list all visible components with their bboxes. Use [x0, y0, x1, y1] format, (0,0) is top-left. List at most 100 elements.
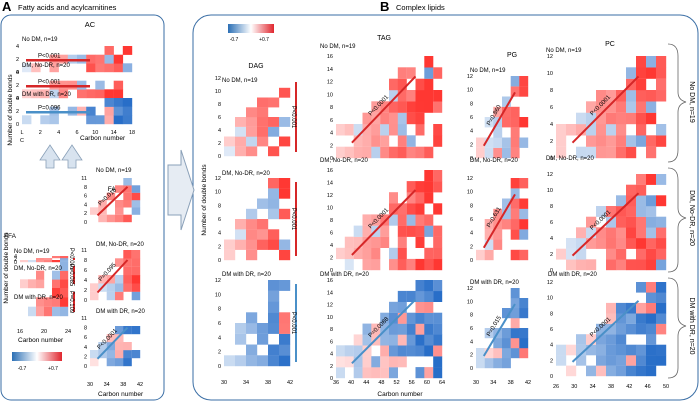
tag-cell	[406, 67, 416, 79]
tag-y-tick: 10	[327, 206, 333, 212]
ac-cell	[31, 89, 41, 99]
tag-y-tick: 14	[327, 181, 333, 187]
legend-a-min: -0.7	[18, 366, 27, 372]
fahfa-cell	[98, 275, 107, 284]
tag-cell	[371, 258, 381, 271]
dag-y-tick: 12	[215, 176, 221, 182]
pc-cell	[616, 238, 627, 249]
tag-cell	[415, 78, 425, 91]
ffa-x-tick: 20	[41, 329, 47, 335]
panel-a-frame	[0, 14, 165, 401]
pc-cell	[646, 56, 657, 68]
fahfa-cell	[123, 214, 132, 223]
tag-cell	[380, 367, 390, 379]
tag-cell	[380, 112, 390, 125]
ac-ylabel: Number of double bonds	[7, 74, 14, 146]
dag-y-tick: 4	[218, 335, 221, 341]
ffa-cell	[20, 279, 29, 289]
pc-cell	[656, 216, 667, 228]
tag-cell	[406, 181, 416, 193]
pg-cell	[493, 127, 503, 138]
tag-cell	[433, 203, 443, 215]
pg-cell	[519, 117, 529, 128]
ac-group-label: DM with DR, n=20	[22, 92, 72, 98]
tag-x-tick: 64	[439, 380, 445, 386]
pg-group-label: No DM, n=19	[470, 68, 506, 74]
pc-cell	[626, 90, 637, 102]
pg-cell	[510, 219, 520, 230]
dag-y-tick: 8	[218, 102, 221, 108]
ac-cell	[122, 98, 133, 107]
pc-cell	[596, 365, 607, 377]
pg-cell	[510, 229, 520, 240]
pc-group-label: No DM, n=19	[546, 48, 582, 54]
pg-y-tick: 8	[470, 203, 473, 209]
fahfa-cell	[115, 291, 124, 301]
pg-trend-line	[482, 193, 516, 249]
tag-cell	[433, 181, 443, 193]
fahfa-y-tick: 0	[84, 220, 87, 226]
dag-cell	[224, 355, 236, 367]
fahfa-cell	[115, 342, 124, 351]
tag-cell	[380, 356, 390, 368]
tag-y-tick: 4	[330, 243, 333, 249]
tag-x-tick: 48	[378, 380, 384, 386]
pc-cell	[646, 206, 657, 217]
pc-cell	[596, 344, 607, 356]
fahfa-cell	[115, 283, 124, 292]
dag-title: DAG	[248, 63, 263, 70]
pc-cell	[616, 124, 627, 136]
pg-cell	[484, 219, 494, 230]
pg-cell	[519, 137, 529, 148]
fahfa-cell	[123, 283, 132, 292]
dag-cell	[235, 146, 247, 157]
tag-y-tick: 10	[327, 315, 333, 321]
side-label-no-dm: No DM, n=19	[688, 81, 695, 123]
ac-cell	[113, 98, 124, 107]
fahfa-y-tick: 2	[84, 211, 87, 217]
tag-cell	[433, 258, 443, 271]
fahfa-cell	[115, 358, 124, 367]
tag-cell	[424, 225, 434, 237]
pg-y-tick: 0	[470, 258, 473, 264]
tag-cell	[371, 135, 381, 147]
tag-trend-line	[351, 75, 417, 144]
pc-cell	[656, 124, 667, 136]
pg-y-tick: 6	[470, 217, 473, 223]
pc-cell	[626, 238, 637, 249]
tag-cell	[433, 367, 443, 379]
ac-x-extra-label: C	[20, 138, 24, 144]
fahfa-cell	[123, 178, 132, 186]
pc-cell	[646, 227, 657, 239]
tag-cell	[371, 247, 381, 260]
tag-cell	[397, 247, 407, 260]
pc-y-tick: 4	[550, 236, 553, 242]
tag-cell	[397, 258, 407, 271]
ac-cell	[40, 115, 50, 125]
pg-cell	[502, 348, 511, 359]
ac-y-tick: 4	[16, 96, 19, 102]
dag-p-value: P<0.001	[290, 106, 296, 129]
fahfa-cell	[131, 291, 141, 301]
fahfa-cell	[115, 185, 124, 193]
pc-cell	[646, 334, 657, 345]
ffa-cell	[60, 279, 69, 289]
pc-cell	[626, 216, 637, 228]
pc-cell	[586, 135, 597, 147]
fahfa-cell	[90, 291, 99, 301]
ac-cell	[113, 106, 124, 116]
pc-cell	[586, 101, 597, 113]
pg-y-tick: 0	[470, 366, 473, 372]
pc-y-tick: 0	[550, 156, 553, 162]
pg-y-tick: 12	[467, 286, 473, 292]
pg-cell	[510, 298, 520, 309]
pg-y-tick: 4	[470, 339, 473, 345]
tag-cell	[344, 247, 354, 260]
pg-cell	[493, 106, 503, 118]
pc-y-tick: 6	[550, 105, 553, 111]
fahfa-cell	[123, 342, 132, 351]
pc-cell	[606, 227, 617, 239]
pg-cell	[493, 239, 503, 250]
tag-cell	[424, 247, 434, 260]
ffa-cell	[28, 306, 37, 317]
